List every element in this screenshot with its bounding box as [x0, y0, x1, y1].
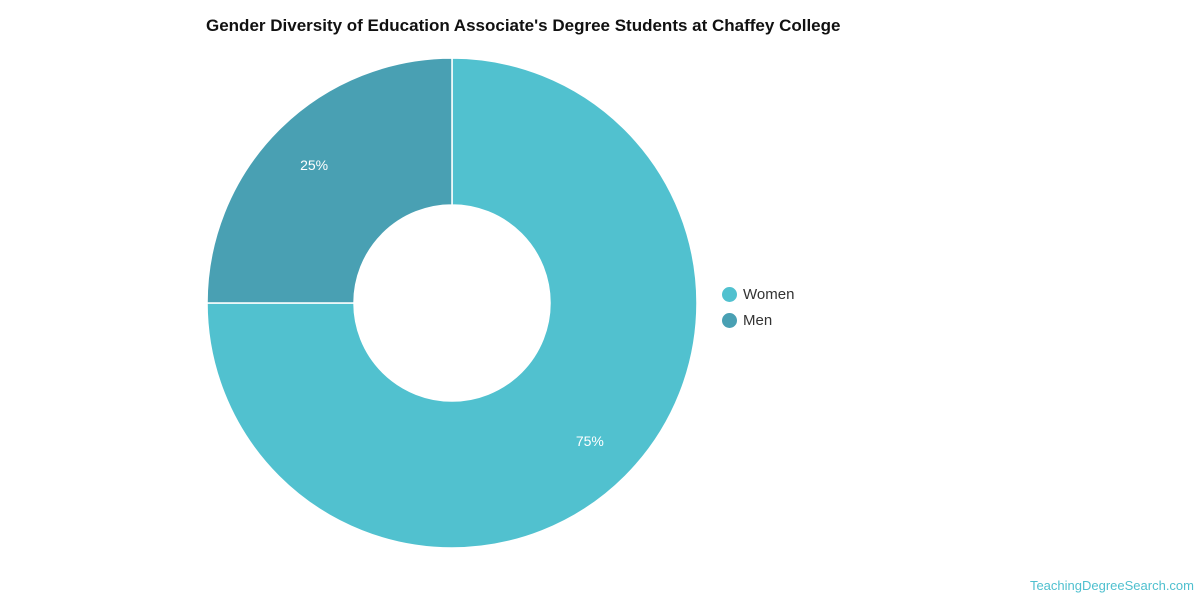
slice-men[interactable] [206, 57, 453, 304]
legend-item-men[interactable]: Men [722, 307, 794, 333]
slice-label-women: 75% [576, 433, 604, 449]
watermark-text[interactable]: TeachingDegreeSearch.com [1029, 578, 1194, 593]
legend-label-men: Men [743, 311, 773, 329]
legend-swatch-men [722, 312, 737, 328]
legend-item-women[interactable]: Women [722, 281, 794, 307]
legend-swatch-women [722, 286, 737, 302]
legend-label-women: Women [743, 285, 795, 303]
slice-label-men: 25% [300, 157, 328, 173]
chart-legend: Women Men [722, 281, 794, 333]
slice-women[interactable] [206, 57, 698, 549]
chart-title: Gender Diversity of Education Associate'… [206, 16, 841, 35]
